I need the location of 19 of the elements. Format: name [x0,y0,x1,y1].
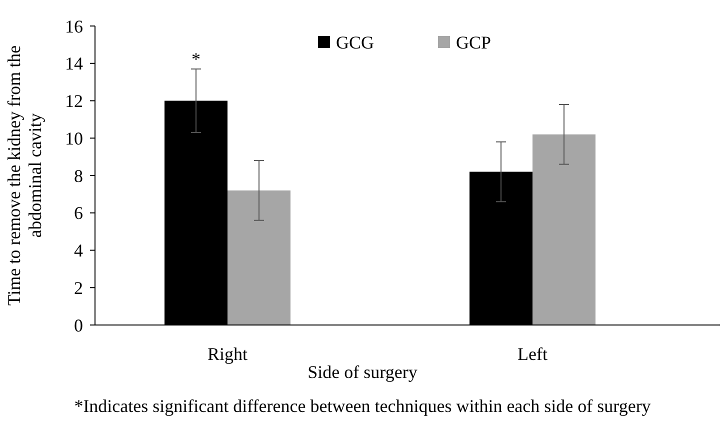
y-tick-label: 14 [65,54,83,74]
x-axis-title: Side of surgery [308,362,418,382]
y-tick-label: 16 [65,16,83,36]
y-tick-label: 10 [65,128,83,148]
x-tick-label: Right [207,344,248,364]
bar [532,134,596,325]
text: *Indicates significant difference between techniques within each side of surgery [74,396,651,416]
y-tick-label: 0 [74,315,83,336]
y-tick-label: 6 [74,203,83,224]
y-tick-label: 8 [74,166,83,186]
y-tick-label: 12 [65,91,83,112]
y-axis-title: Time to remove the kidney from the abdominal cavity [4,45,45,306]
y-tick-label: 4 [74,240,83,261]
bar [228,190,290,325]
annotation: * [192,48,200,69]
x-tick-label: Left [518,344,548,364]
legend-label: GCG [336,32,374,52]
legend-label: GCP [456,32,492,52]
y-tick-label: 2 [74,278,83,298]
